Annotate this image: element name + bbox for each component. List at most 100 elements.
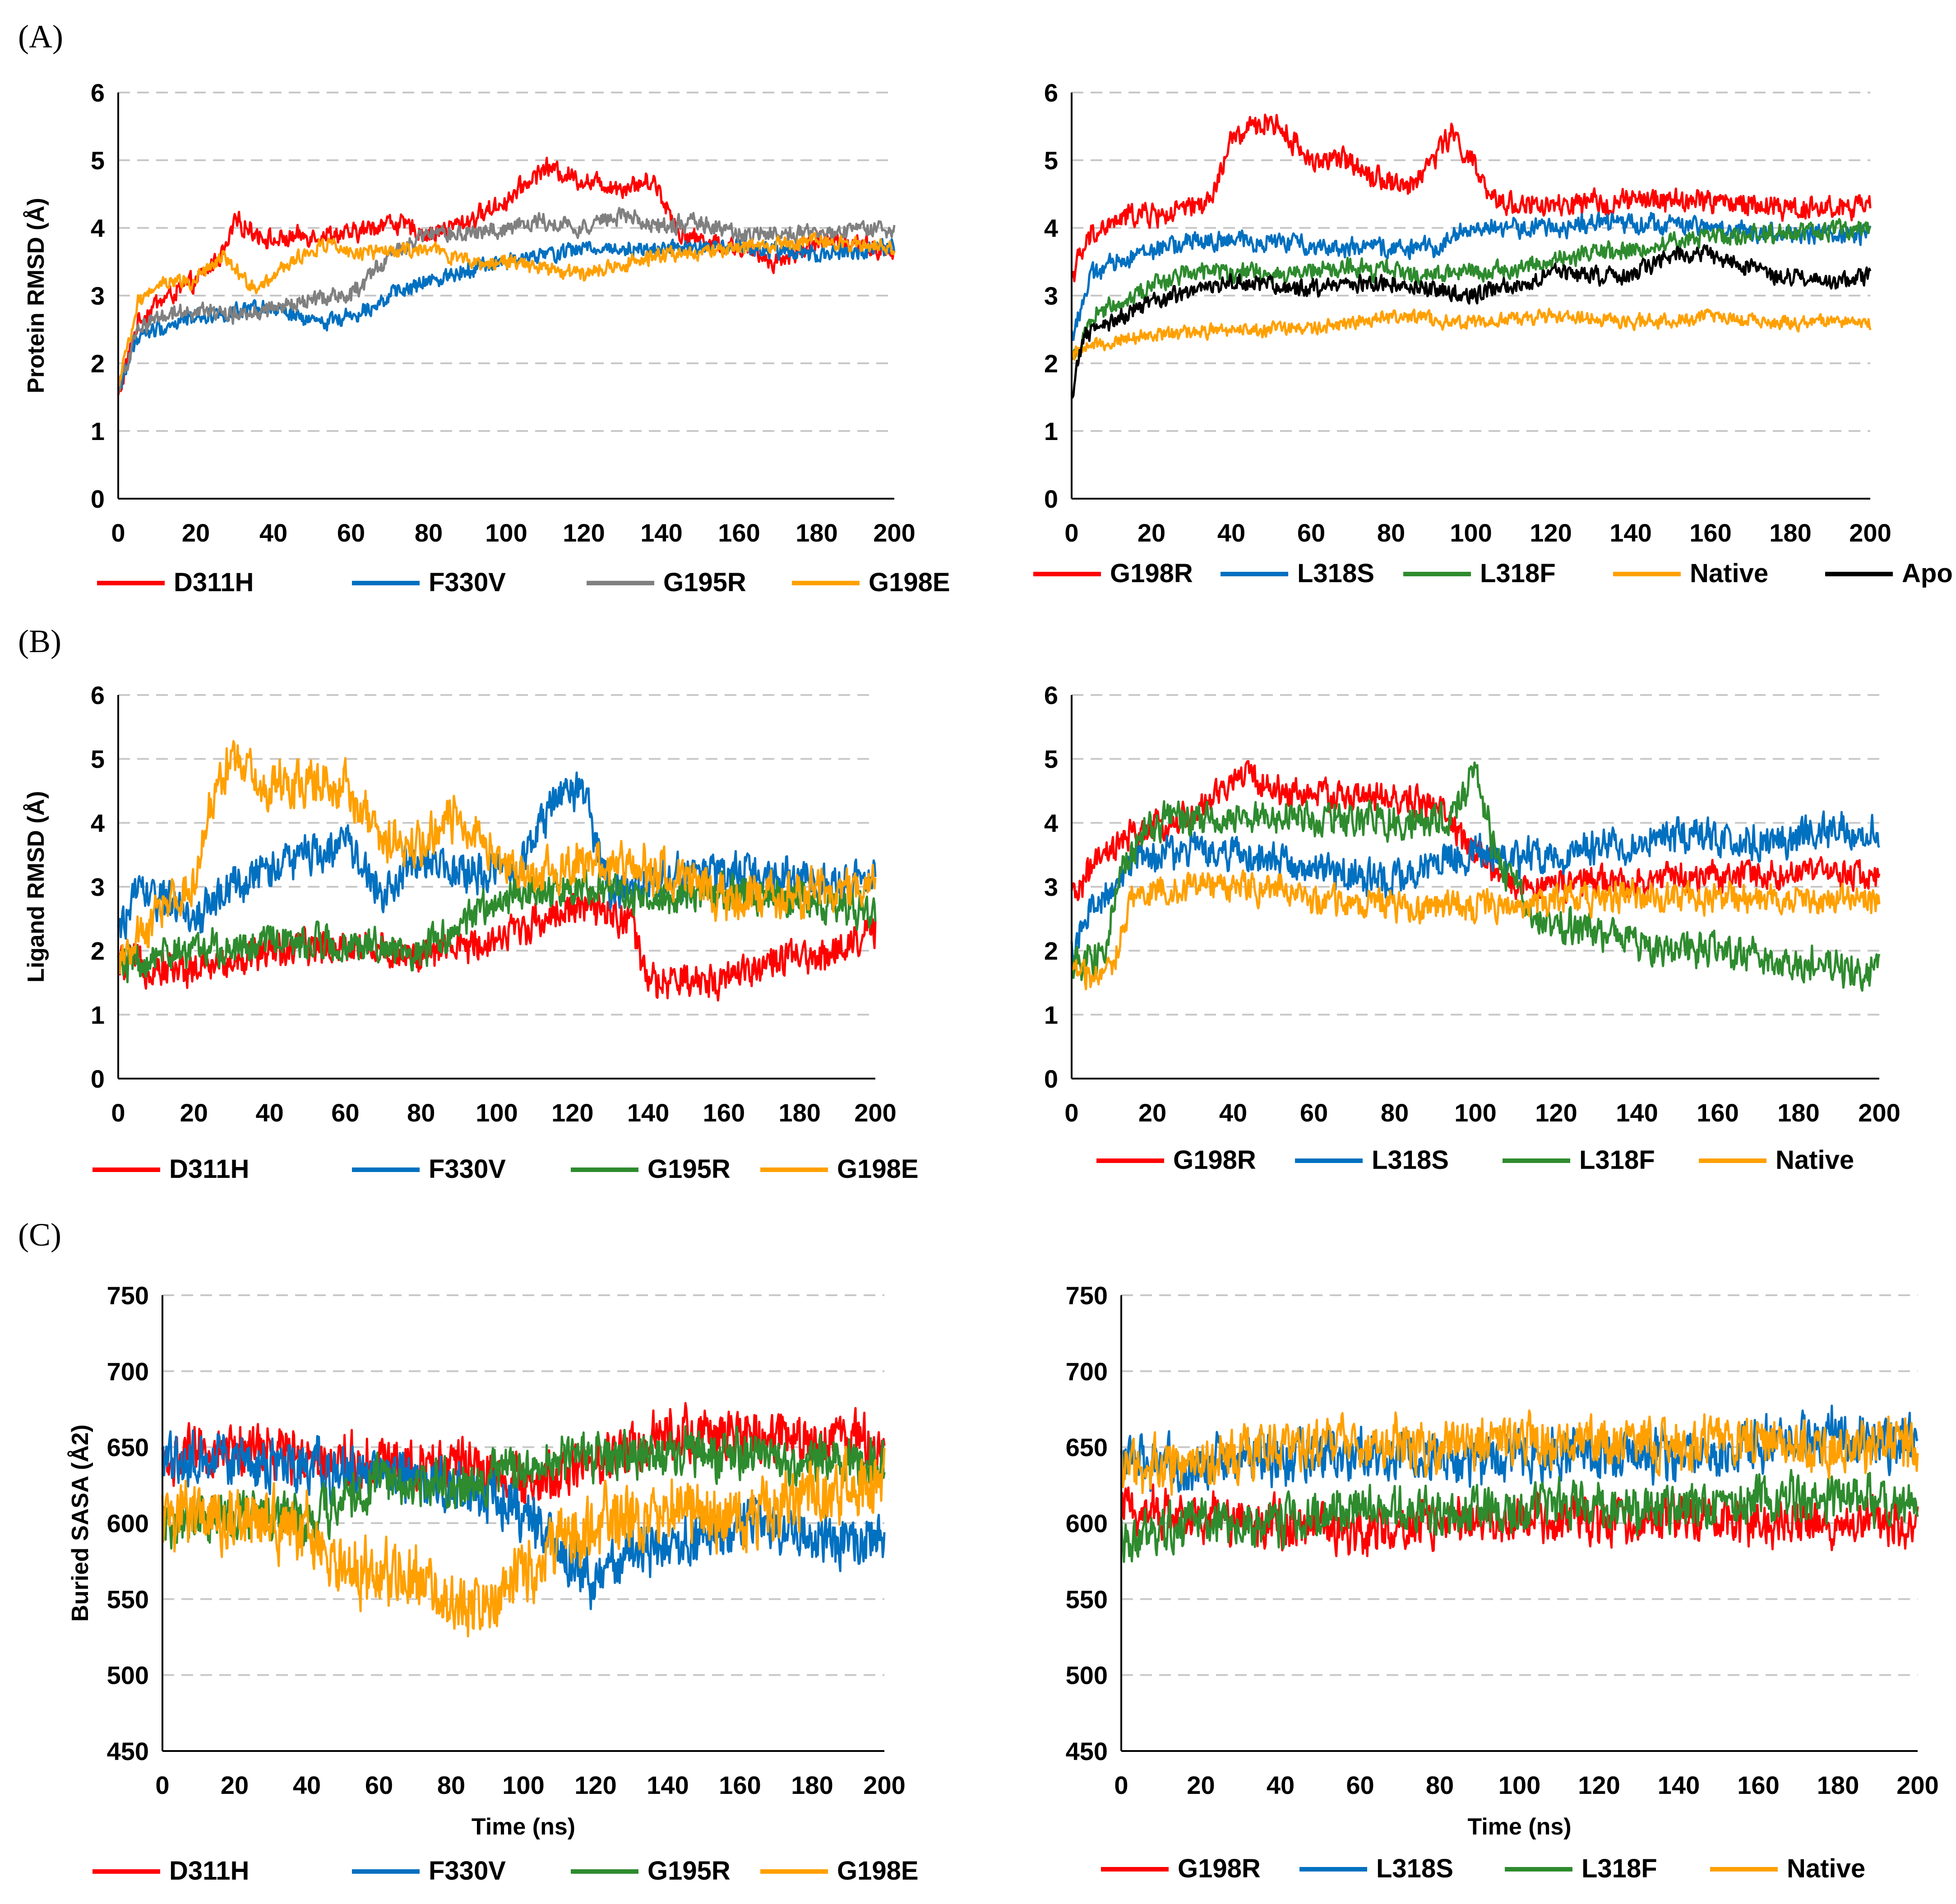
x-tick-label: 100 <box>1450 519 1492 547</box>
x-tick-label: 120 <box>1578 1771 1620 1799</box>
legend-label: G198R <box>1110 559 1193 588</box>
x-tick-label: 20 <box>1187 1771 1215 1799</box>
x-tick-label: 20 <box>182 519 210 547</box>
x-tick-label: 40 <box>1219 1098 1247 1127</box>
series-line-g198e <box>161 1445 886 1638</box>
x-tick-label: 200 <box>854 1098 896 1127</box>
legend-label: Native <box>1690 559 1768 588</box>
y-tick-label: 3 <box>91 282 105 310</box>
y-tick-label: 6 <box>91 681 105 709</box>
series-line-d311h <box>117 157 896 396</box>
legend-label: L318S <box>1372 1145 1449 1175</box>
chart-c-right: 450 500 550 600 650 700 750 0 20 40 60 80 100 120 140 1… <box>1066 1281 1939 1883</box>
y-tick-label: 2 <box>91 937 105 965</box>
x-tick-label: 120 <box>563 519 605 547</box>
x-tick-label: 120 <box>1535 1098 1577 1127</box>
series-line-g198r <box>1070 113 1872 283</box>
x-tick-label: 180 <box>791 1771 833 1799</box>
series-line-native <box>1120 1409 1919 1496</box>
y-tick-label: 650 <box>1066 1433 1108 1462</box>
x-tick-label: 20 <box>221 1771 249 1799</box>
x-tick-label: 80 <box>407 1098 435 1127</box>
legend-label: G198R <box>1173 1145 1256 1175</box>
x-tick-label: 100 <box>476 1098 518 1127</box>
y-tick-label: 5 <box>1044 146 1058 175</box>
y-tick-label: 0 <box>1044 1065 1058 1093</box>
x-tick-label: 200 <box>1849 519 1891 547</box>
y-tick-label: 1 <box>1044 1001 1058 1029</box>
y-tick-label: 6 <box>1044 681 1058 709</box>
x-tick-label: 60 <box>1297 519 1325 547</box>
x-tick-label: 140 <box>640 519 682 547</box>
series-line-l318f <box>1120 1469 1919 1563</box>
legend-label: G198R <box>1178 1854 1261 1883</box>
y-axis-title: Buried SASA (Å2) <box>67 1424 93 1621</box>
legend-label: G195R <box>647 1154 731 1184</box>
y-tick-label: 4 <box>1044 809 1058 837</box>
legend-label: G198E <box>837 1154 919 1184</box>
legend-label: D311H <box>174 568 254 597</box>
x-tick-label: 0 <box>111 1098 125 1127</box>
x-tick-label: 0 <box>155 1771 169 1799</box>
y-tick-label: 500 <box>1066 1661 1108 1690</box>
x-tick-label: 200 <box>1896 1771 1938 1799</box>
x-tick-label: 80 <box>1426 1771 1454 1799</box>
x-tick-label: 140 <box>1609 519 1651 547</box>
x-tick-label: 160 <box>718 519 760 547</box>
legend-label: L318S <box>1297 559 1374 588</box>
x-tick-label: 140 <box>647 1771 689 1799</box>
y-tick-label: 0 <box>1044 485 1058 513</box>
legend-label: L318F <box>1579 1145 1655 1175</box>
x-tick-label: 60 <box>1300 1098 1328 1127</box>
series-line-l318f <box>1070 761 1881 992</box>
x-tick-label: 60 <box>1346 1771 1374 1799</box>
y-axis-title: Ligand RMSD (Å) <box>23 791 49 983</box>
panel-label-a: (A) <box>18 19 63 55</box>
y-tick-label: 1 <box>91 417 105 445</box>
x-tick-label: 40 <box>1217 519 1245 547</box>
x-tick-label: 60 <box>331 1098 359 1127</box>
legend-label: G195R <box>647 1856 731 1885</box>
chart-c-left: 450 500 550 600 650 700 750 0 20 40 60 80 100 120 140 1… <box>67 1281 919 1885</box>
y-tick-label: 3 <box>1044 873 1058 901</box>
series-line-g195r <box>117 207 896 392</box>
y-tick-label: 2 <box>1044 349 1058 378</box>
x-tick-label: 140 <box>1616 1098 1658 1127</box>
x-axis-title: Time (ns) <box>472 1814 575 1840</box>
y-tick-label: 450 <box>1066 1737 1108 1765</box>
x-tick-label: 40 <box>293 1771 321 1799</box>
series-line-l318s <box>1070 810 1881 966</box>
x-tick-label: 140 <box>627 1098 669 1127</box>
x-tick-label: 120 <box>574 1771 616 1799</box>
x-axis-title: Time (ns) <box>1467 1814 1571 1840</box>
x-tick-label: 100 <box>485 519 527 547</box>
y-tick-label: 2 <box>1044 937 1058 965</box>
legend-label: G195R <box>663 568 746 597</box>
y-tick-label: 550 <box>1066 1585 1108 1613</box>
series-line-f330v <box>161 1429 886 1610</box>
legend-label: G198E <box>869 568 950 597</box>
series-line-g198e <box>117 232 896 388</box>
x-tick-label: 180 <box>1769 519 1811 547</box>
y-tick-label: 0 <box>91 1065 105 1093</box>
series-line-native <box>1070 307 1872 361</box>
y-tick-label: 700 <box>107 1357 149 1385</box>
series-line-native <box>1070 869 1881 991</box>
x-tick-label: 0 <box>111 519 125 547</box>
y-tick-label: 700 <box>1066 1357 1108 1385</box>
y-tick-label: 3 <box>1044 282 1058 310</box>
x-tick-label: 80 <box>437 1771 465 1799</box>
legend-label: D311H <box>169 1154 249 1184</box>
legend-label: Apo <box>1902 559 1953 588</box>
y-tick-label: 750 <box>1066 1281 1108 1310</box>
y-tick-label: 1 <box>1044 417 1058 445</box>
x-tick-label: 140 <box>1658 1771 1700 1799</box>
y-tick-label: 1 <box>91 1001 105 1029</box>
x-tick-label: 80 <box>415 519 443 547</box>
series-line-d311h <box>117 888 877 1002</box>
x-tick-label: 120 <box>551 1098 593 1127</box>
x-tick-label: 80 <box>1381 1098 1409 1127</box>
